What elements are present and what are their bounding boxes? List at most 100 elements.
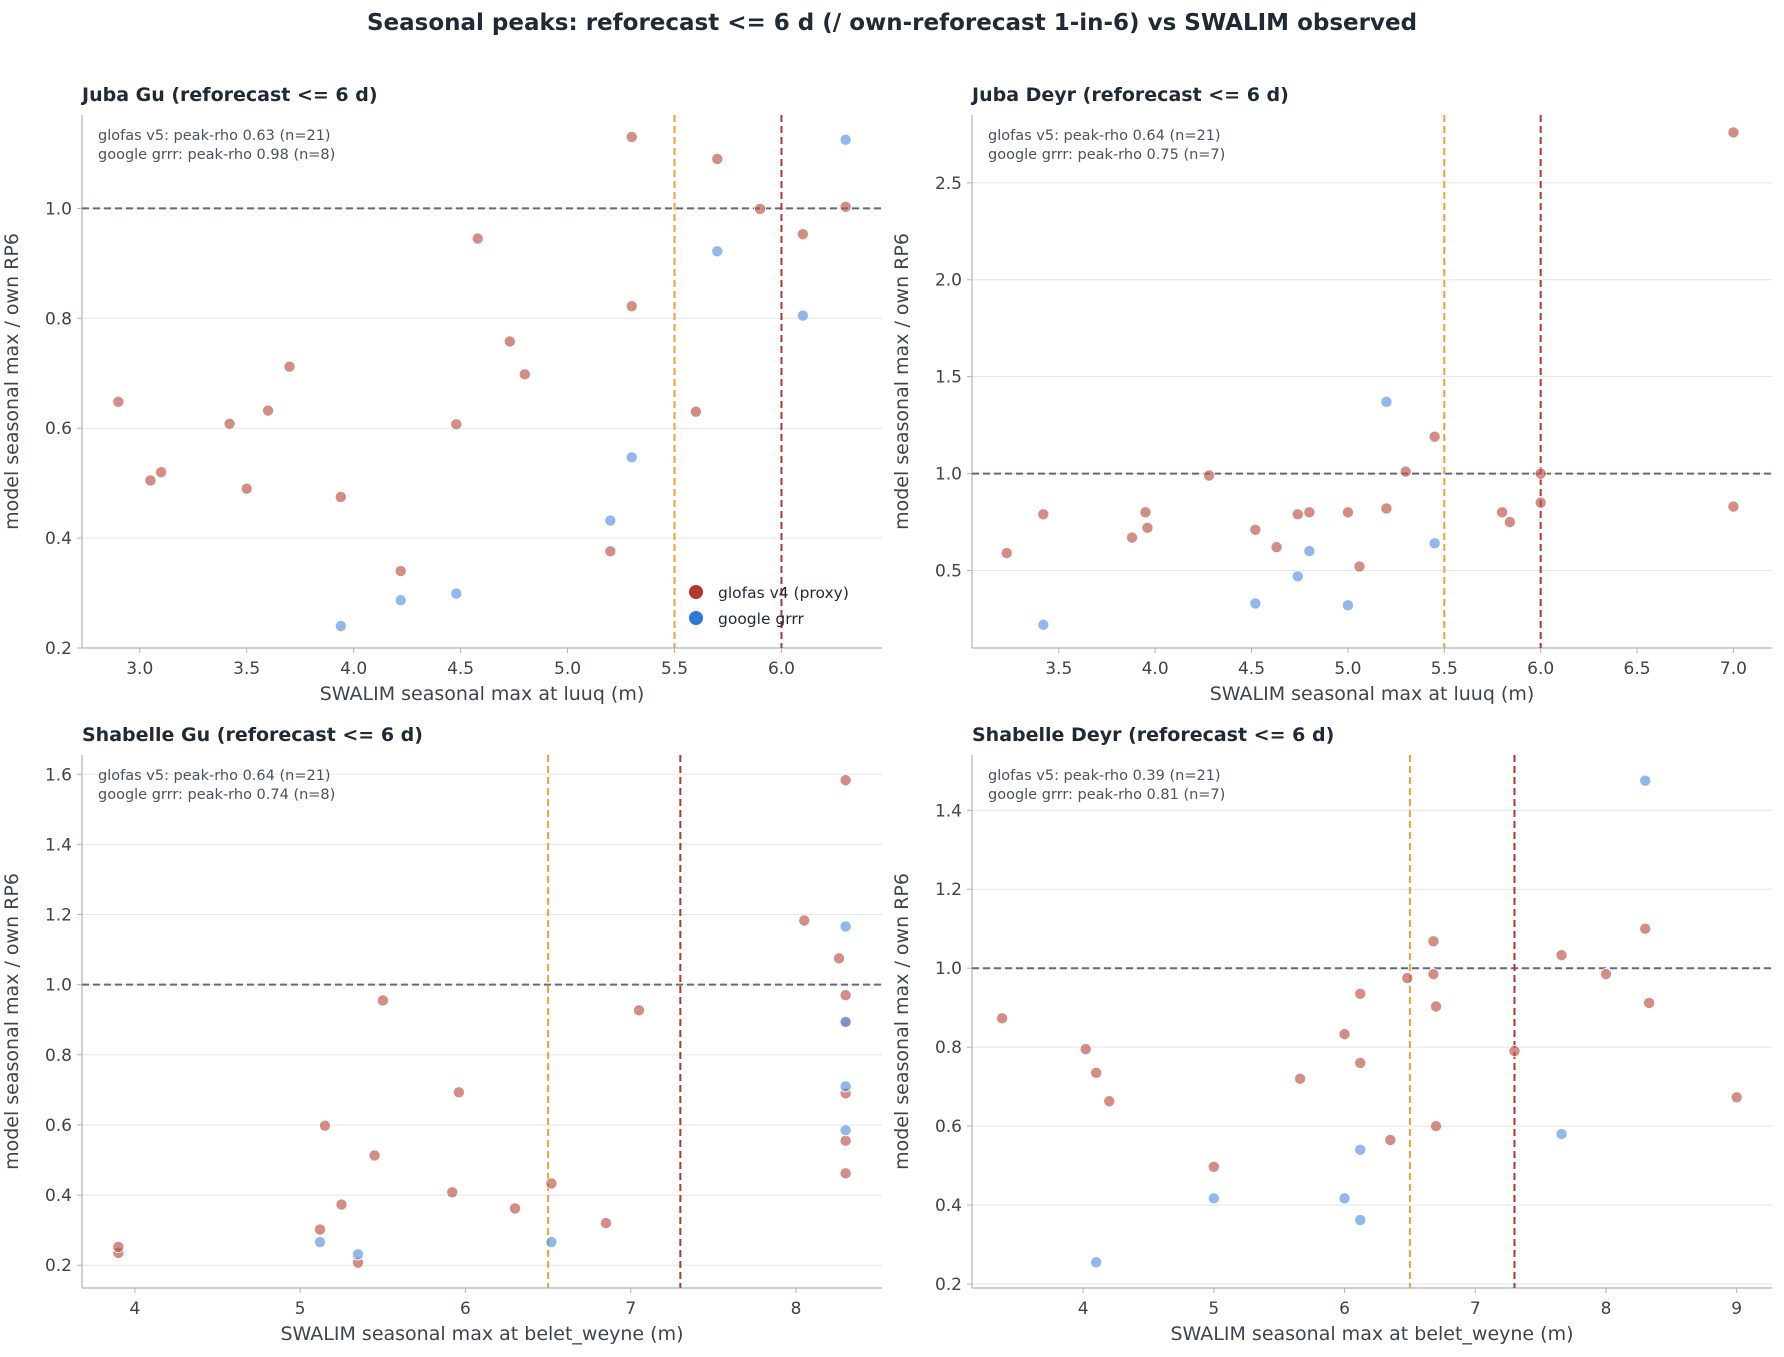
x-tick-label: 5.0	[1334, 659, 1361, 679]
data-point-glofas	[833, 952, 846, 965]
data-point-google	[604, 514, 617, 527]
y-tick-label: 0.2	[45, 1256, 72, 1276]
x-tick-label: 9	[1731, 1299, 1742, 1319]
data-point-glofas	[996, 1012, 1009, 1025]
figure-title: Seasonal peaks: reforecast <= 6 d (/ own…	[366, 10, 1418, 36]
y-tick-label: 0.6	[935, 1117, 962, 1137]
x-tick-label: 4.0	[1142, 659, 1169, 679]
data-point-glofas	[112, 1240, 125, 1253]
data-point-glofas	[1427, 935, 1440, 948]
stats-annotation: google grrr: peak-rho 0.98 (n=8)	[98, 147, 335, 163]
data-point-google	[1354, 1143, 1367, 1156]
data-point-glofas	[1430, 1120, 1443, 1133]
legend-label: google grrr	[718, 610, 804, 628]
x-tick-label: 6.0	[1527, 659, 1554, 679]
y-tick-label: 2.5	[935, 174, 962, 194]
y-tick-label: 0.8	[45, 1046, 72, 1066]
data-point-glofas	[1079, 1043, 1092, 1056]
data-point-glofas	[509, 1202, 522, 1215]
x-tick-label: 4	[129, 1299, 140, 1319]
data-point-glofas	[1639, 922, 1652, 935]
data-point-google	[839, 1015, 852, 1028]
data-point-glofas	[1727, 500, 1740, 513]
x-axis-label: SWALIM seasonal max at luuq (m)	[320, 683, 645, 705]
x-axis-label: SWALIM seasonal max at luuq (m)	[1210, 683, 1535, 705]
data-point-glofas	[1508, 1045, 1521, 1058]
data-point-glofas	[1427, 968, 1440, 981]
data-point-glofas	[1599, 968, 1612, 981]
y-tick-label: 1.2	[45, 906, 72, 926]
data-point-glofas	[1730, 1091, 1743, 1104]
data-point-google	[314, 1236, 327, 1249]
data-point-google	[839, 1124, 852, 1137]
data-point-glofas	[1353, 560, 1366, 573]
x-tick-label: 5.0	[554, 659, 581, 679]
data-point-google	[1037, 618, 1050, 631]
y-tick-label: 0.2	[935, 1275, 962, 1295]
x-tick-label: 5	[1208, 1299, 1219, 1319]
x-tick-label: 4.5	[1238, 659, 1265, 679]
data-point-google	[796, 309, 809, 322]
x-tick-label: 3.5	[1045, 659, 1072, 679]
data-point-glofas	[518, 368, 531, 381]
data-point-glofas	[599, 1217, 612, 1230]
data-point-glofas	[1207, 1160, 1220, 1173]
data-point-google	[334, 620, 347, 633]
data-point-glofas	[1401, 972, 1414, 985]
data-point-glofas	[711, 152, 724, 165]
panel-title: Juba Gu (reforecast <= 6 d)	[80, 84, 378, 106]
data-point-glofas	[798, 914, 811, 927]
y-tick-label: 0.6	[45, 1116, 72, 1136]
x-tick-label: 6.5	[1624, 659, 1651, 679]
y-tick-label: 1.4	[45, 835, 72, 855]
y-axis-label: model seasonal max / own RP6	[891, 873, 913, 1170]
legend: glofas v4 (proxy) google grrr	[689, 584, 849, 628]
data-point-glofas	[839, 1134, 852, 1147]
data-point-glofas	[223, 417, 236, 430]
data-point-google	[1354, 1214, 1367, 1227]
x-tick-label: 6	[460, 1299, 471, 1319]
x-tick-label: 4.5	[447, 659, 474, 679]
data-point-glofas	[625, 130, 638, 143]
data-point-glofas	[796, 228, 809, 241]
stats-annotation: glofas v5: peak-rho 0.39 (n=21)	[988, 768, 1221, 784]
x-tick-label: 3.5	[233, 659, 260, 679]
data-point-glofas	[376, 994, 389, 1007]
x-tick-label: 4	[1078, 1299, 1089, 1319]
y-tick-label: 1.0	[935, 959, 962, 979]
y-tick-label: 2.0	[935, 271, 962, 291]
data-point-google	[839, 133, 852, 146]
data-point-google	[1341, 599, 1354, 612]
data-point-glofas	[1139, 506, 1152, 519]
y-tick-label: 0.4	[935, 1196, 962, 1216]
data-point-glofas	[394, 565, 407, 578]
x-tick-label: 5.5	[661, 659, 688, 679]
y-axis-label: model seasonal max / own RP6	[891, 233, 913, 530]
data-point-google	[1639, 774, 1652, 787]
data-point-glofas	[335, 1198, 348, 1211]
y-axis-label: model seasonal max / own RP6	[1, 233, 23, 530]
data-point-glofas	[112, 395, 125, 408]
data-point-glofas	[471, 232, 484, 245]
y-tick-label: 1.2	[935, 880, 962, 900]
data-point-glofas	[545, 1177, 558, 1190]
y-tick-label: 1.6	[45, 765, 72, 785]
data-point-glofas	[1270, 541, 1283, 554]
data-point-glofas	[1354, 987, 1367, 1000]
data-point-glofas	[689, 405, 702, 418]
x-tick-label: 7	[625, 1299, 636, 1319]
stats-annotation: glofas v5: peak-rho 0.64 (n=21)	[98, 768, 331, 784]
data-point-glofas	[839, 1167, 852, 1180]
data-point-glofas	[1141, 521, 1154, 534]
x-tick-label: 3.0	[126, 659, 153, 679]
y-tick-label: 0.2	[45, 639, 72, 659]
legend-label: glofas v4 (proxy)	[718, 584, 849, 602]
panel-2: 0.5 1.0 1.5 2.0 2.5 3.5 4.0 4.5 5.0 5.5 6.0 6.5 7.0 J…	[891, 84, 1772, 705]
data-point-google	[1090, 1256, 1103, 1269]
data-point-glofas	[839, 989, 852, 1002]
data-point-glofas	[318, 1119, 331, 1132]
data-point-glofas	[240, 482, 253, 495]
data-point-google	[1338, 1192, 1351, 1205]
stats-annotation: google grrr: peak-rho 0.81 (n=7)	[988, 787, 1225, 803]
